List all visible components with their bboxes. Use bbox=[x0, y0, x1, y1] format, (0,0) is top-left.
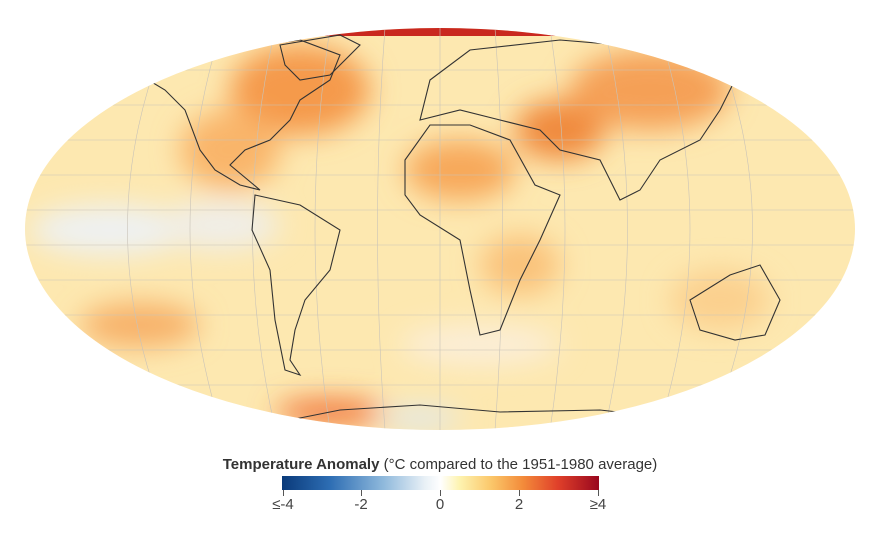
greenland bbox=[279, 34, 361, 81]
tick-label-max: ≥4 bbox=[589, 496, 607, 513]
tick-label-pos2: 2 bbox=[514, 496, 524, 513]
europe-asia bbox=[419, 39, 741, 201]
legend-title-bold: Temperature Anomaly bbox=[222, 456, 380, 473]
south-america bbox=[251, 194, 341, 377]
africa bbox=[404, 124, 561, 336]
tick-mark bbox=[519, 490, 520, 496]
tick-label-min: ≤-4 bbox=[272, 496, 294, 513]
tick-mark bbox=[598, 490, 599, 496]
color-scale-bar bbox=[282, 476, 599, 490]
legend-title: Temperature Anomaly (°C compared to the … bbox=[0, 456, 880, 473]
tick-mark bbox=[440, 490, 441, 496]
legend-title-units: (°C compared to the 1951-1980 average) bbox=[379, 456, 658, 473]
australia bbox=[689, 264, 781, 341]
tick-label-neg2: -2 bbox=[354, 496, 368, 513]
tick-mark bbox=[283, 490, 284, 496]
tick-label-zero: 0 bbox=[435, 496, 445, 513]
temperature-anomaly-map bbox=[25, 28, 855, 430]
arctic-hot-band bbox=[150, 28, 710, 36]
tick-mark bbox=[361, 490, 362, 496]
